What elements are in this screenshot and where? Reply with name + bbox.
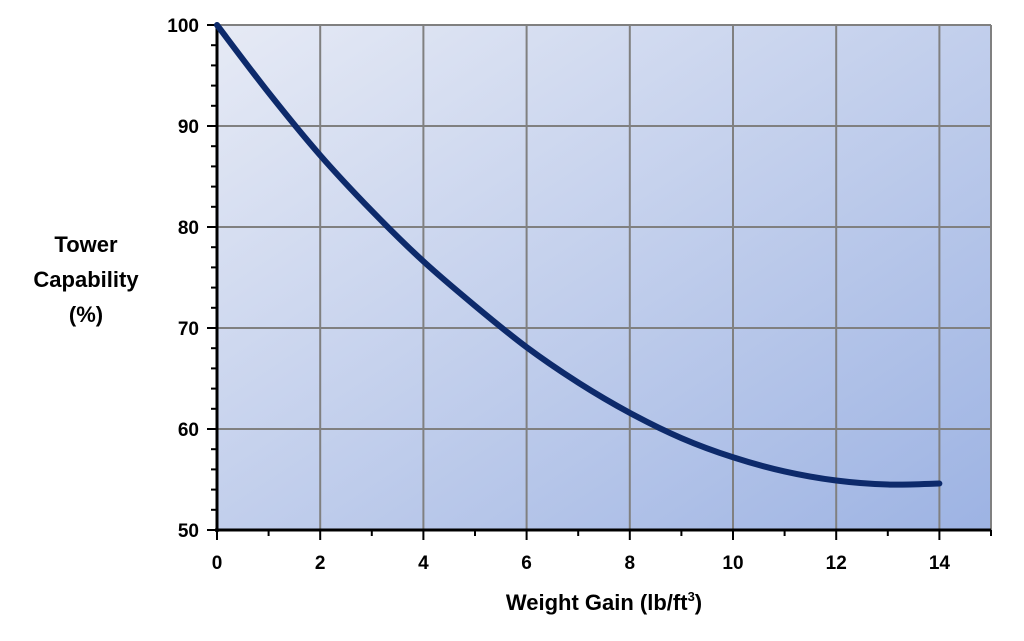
x-tick-label: 2 (315, 553, 326, 574)
x-tick-label: 10 (722, 553, 743, 574)
y-tick-label: 60 (178, 420, 199, 441)
plot-background (217, 25, 991, 530)
x-tick-label: 8 (625, 553, 636, 574)
x-tick-label: 14 (929, 553, 951, 574)
x-axis-title: Weight Gain (lb/ft3) (506, 589, 702, 615)
y-tick-label: 50 (178, 521, 199, 542)
y-axis-title-line-3: (%) (69, 302, 103, 327)
x-tick-label: 12 (826, 553, 847, 574)
y-tick-label: 90 (178, 117, 199, 138)
x-tick-label: 0 (212, 553, 223, 574)
axes (207, 23, 992, 540)
y-axis-title-line-1: Tower (54, 232, 118, 257)
y-axis-title-line-2: Capability (33, 267, 139, 292)
x-tick-label: 4 (418, 553, 429, 574)
y-tick-label: 100 (167, 16, 199, 37)
series-line (214, 22, 943, 488)
x-tick-label: 6 (521, 553, 532, 574)
y-tick-label: 80 (178, 218, 199, 239)
grid (216, 24, 992, 531)
y-tick-label: 70 (178, 319, 199, 340)
x-tick-labels: 0 2 4 6 8 10 12 14 (212, 553, 951, 574)
y-tick-labels: 50 60 70 80 90 100 (167, 16, 199, 542)
series (214, 22, 943, 488)
